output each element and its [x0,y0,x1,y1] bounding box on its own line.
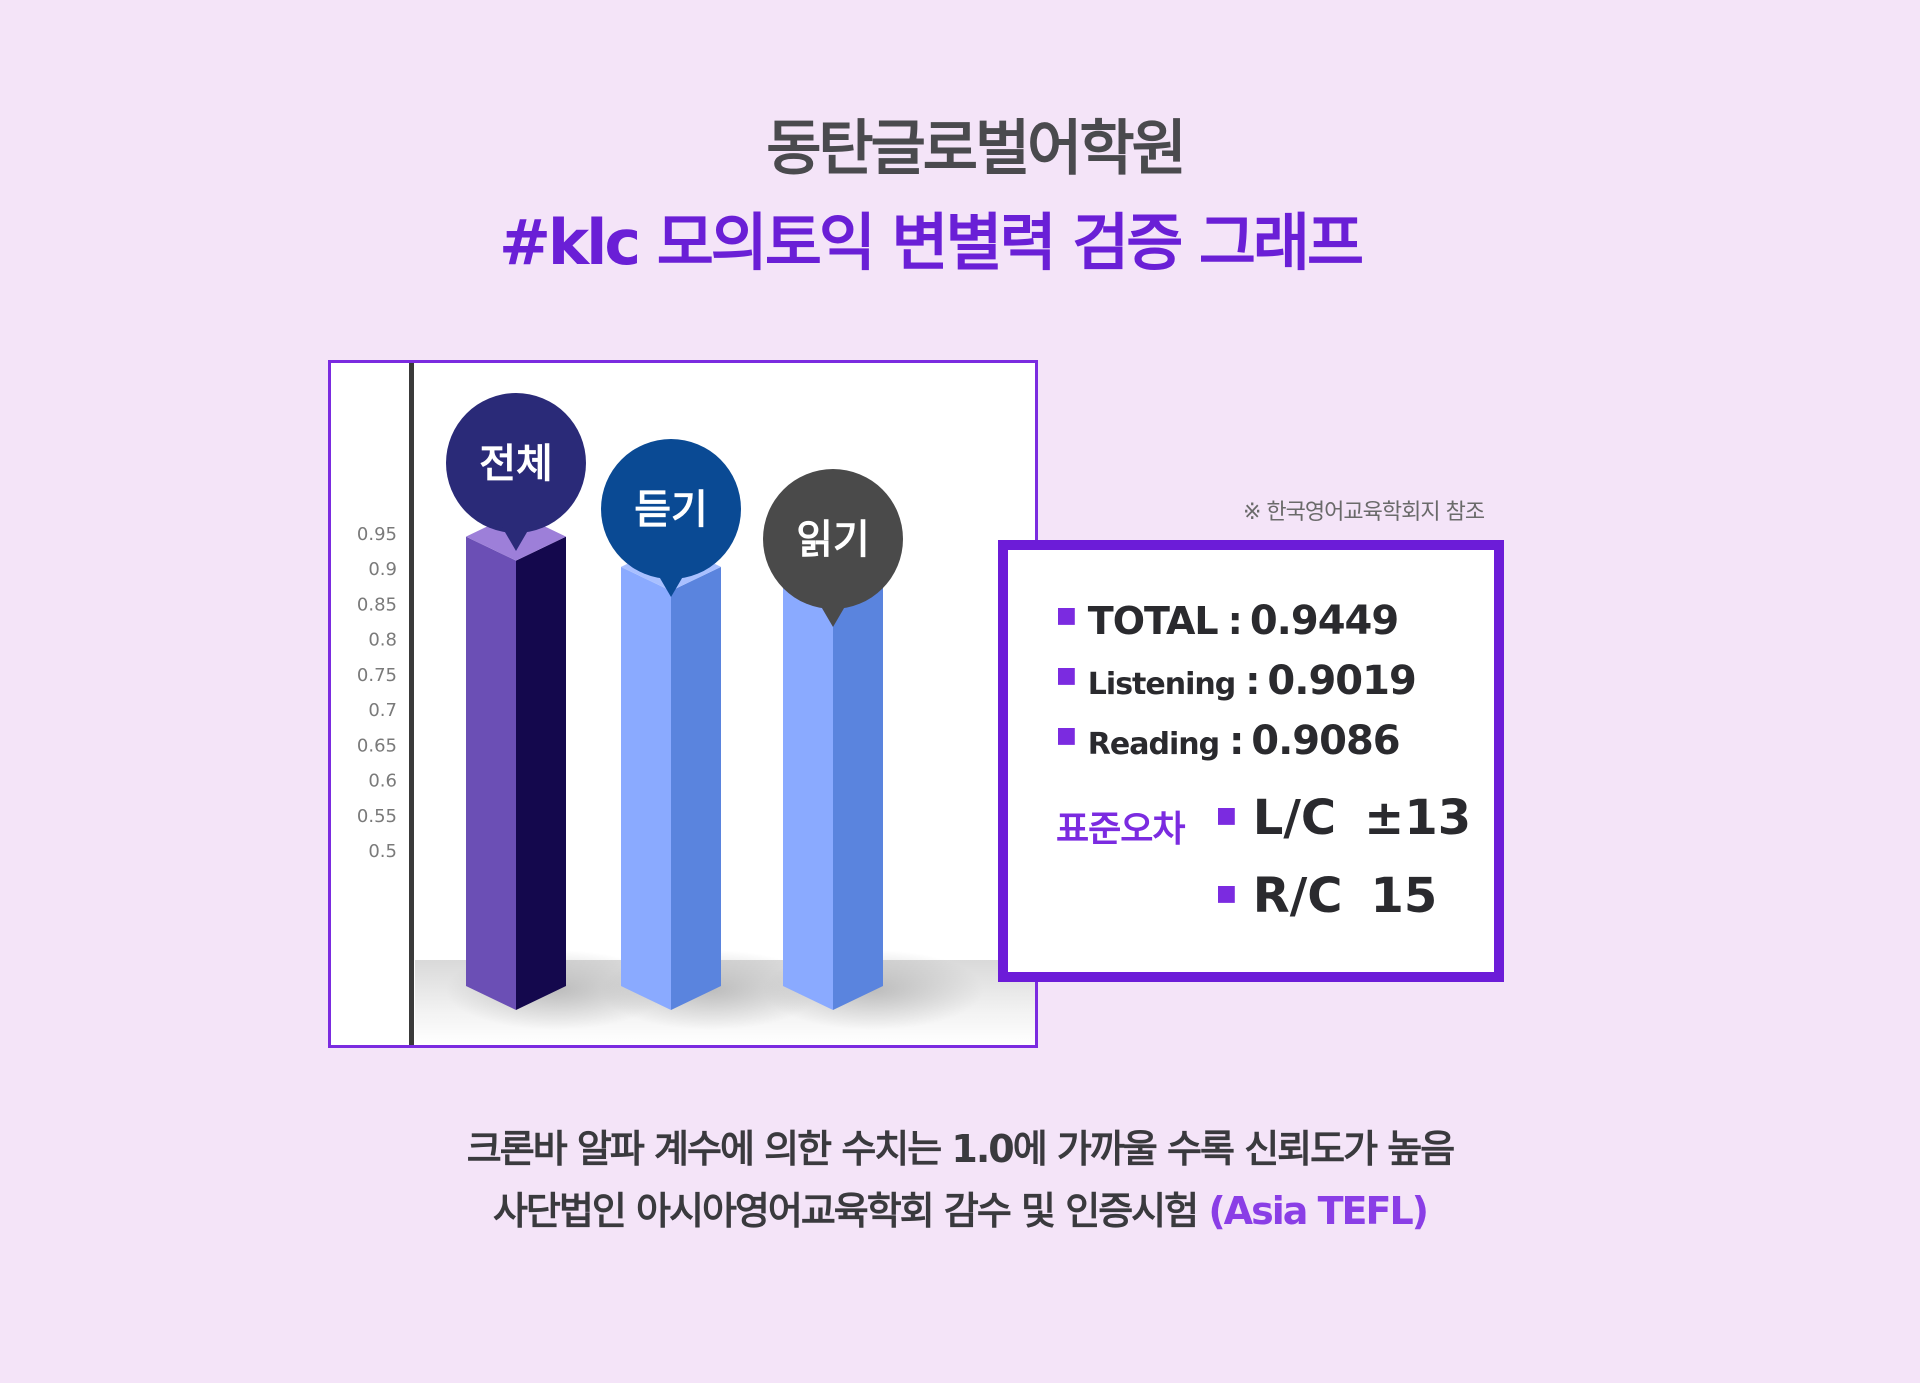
stat-value: 0.9086 [1251,718,1400,764]
y-tick-label: 0.9 [368,559,397,580]
footer-line-2: 사단법인 아시아영어교육학회 감수 및 인증시험 (Asia TEFL) [0,1180,1920,1235]
y-tick-label: 0.65 [357,735,397,756]
se-row-lc: ■ L/C ±13 [1216,790,1471,846]
footer-line-1: 크론바 알파 계수에 의한 수치는 1.0에 가까울 수록 신뢰도가 높음 [466,1127,1455,1171]
bar-3-front [783,562,833,1010]
bar-1-front [466,536,516,1010]
y-tick-label: 0.7 [368,700,397,721]
bubble-pointer [502,527,530,551]
bullet-icon: ■ [1056,723,1077,748]
page-subtitle: #klc 모의토익 변별력 검증 그래프 [498,206,1364,279]
y-tick-label: 0.8 [368,630,397,651]
bubble-circle [763,469,903,609]
y-tick-label: 0.75 [357,665,397,686]
bubble-circle [601,439,741,579]
stat-label: Reading [1087,727,1220,762]
bar-label-bubble: 읽기 [763,469,903,627]
footer-line-2-accent: (Asia TEFL) [1208,1189,1429,1233]
bar-chart-svg: 0.95 0.9 0.85 0.8 0.75 0.7 0.65 0.6 0.55 0.5 전체듣기… [357,363,1035,1045]
stat-colon: : [1229,719,1244,763]
bubble-pointer [657,573,685,597]
bubble-circle [446,393,586,533]
bar-label-bubble: 전체 [446,393,586,551]
y-tick-label: 0.6 [368,771,397,792]
category-label: 전체 [479,441,553,487]
stat-row-total: ■ TOTAL : 0.9449 [1056,598,1399,644]
bullet-icon: ■ [1056,663,1077,688]
stat-label: Listening [1087,667,1236,702]
standard-error-label: 표준오차 [1056,809,1185,850]
bar-label-bubble: 듣기 [601,439,741,597]
y-tick-label: 0.85 [357,594,397,615]
bubble-pointer [819,603,847,627]
se-value: 15 [1370,868,1438,924]
category-label: 듣기 [634,487,708,533]
stat-row-listening: ■ Listening : 0.9019 [1056,658,1417,704]
stats-panel: ■ TOTAL : 0.9449 ■ Listening : 0.9019 ■ … [998,540,1504,982]
category-label: 읽기 [796,517,870,563]
stat-colon: : [1227,599,1243,643]
bullet-icon: ■ [1216,881,1237,906]
se-name: L/C [1252,790,1337,846]
y-tick-label: 0.5 [368,841,397,862]
se-row-rc: ■ R/C 15 [1216,868,1437,924]
bullet-icon: ■ [1056,603,1077,628]
source-note: ※ 한국영어교육학회지 참조 [1243,500,1485,525]
bar-3-side [833,562,883,1010]
stat-value: 0.9019 [1267,658,1416,704]
bar-1-side [516,536,566,1010]
stat-label: TOTAL [1087,599,1219,643]
footer-line-2-main: 사단법인 아시아영어교육학회 감수 및 인증시험 [492,1189,1199,1233]
se-value: ±13 [1364,790,1472,846]
y-axis-line [409,363,414,1045]
y-tick-label: 0.95 [357,524,397,545]
bullet-icon: ■ [1216,803,1237,828]
page-title: 동탄글로벌어학원 [766,114,1187,184]
y-tick-label: 0.55 [357,806,397,827]
bar-2-front [621,566,671,1010]
stat-colon: : [1245,659,1260,703]
bar-2-side [671,566,721,1010]
se-name: R/C [1252,868,1343,924]
stat-value: 0.9449 [1249,598,1399,644]
stat-row-reading: ■ Reading : 0.9086 [1056,718,1401,764]
